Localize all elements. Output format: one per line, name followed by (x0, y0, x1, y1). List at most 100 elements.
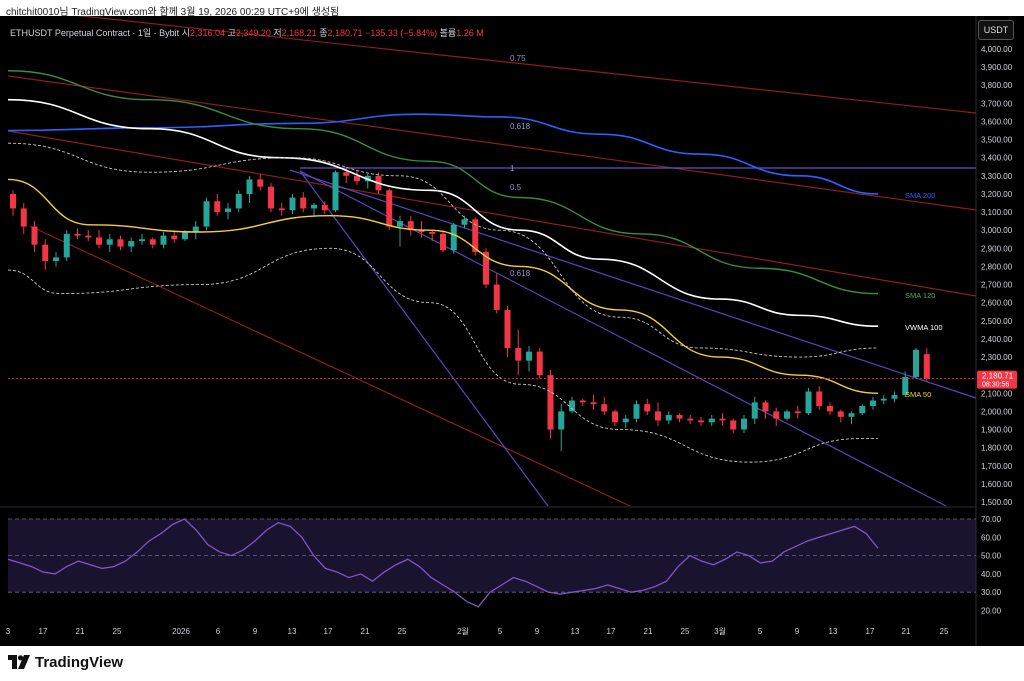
high-label: 고 (227, 28, 236, 38)
chart-svg[interactable]: 4,000.00 3,900.00 3,800.00 3,700.00 3,600.00… (0, 7, 1024, 646)
close-label: 종 (319, 28, 328, 38)
time-tick-label: 21 (76, 627, 85, 636)
price-tick-label: 4,000.00 (981, 45, 1013, 54)
candle-body (429, 232, 436, 234)
candle-body (289, 197, 296, 211)
price-tick-label: 3,000.00 (981, 226, 1013, 235)
candle-body (407, 221, 414, 231)
candle-body (321, 204, 328, 211)
candle-body (590, 402, 597, 405)
fib-line-0-618 (7, 75, 977, 211)
chart-area[interactable]: 4,000.00 3,900.00 3,800.00 3,700.00 3,600.00… (0, 7, 1024, 646)
fib-label: 1 (510, 164, 515, 173)
candle-body (139, 239, 145, 242)
candle-body (579, 400, 586, 403)
candle-body (171, 235, 178, 240)
candle-body (203, 201, 210, 227)
candle-body (773, 411, 780, 419)
price-tick-label: 3,400.00 (981, 154, 1013, 163)
time-tick-label: 17 (607, 627, 616, 636)
candle-body (569, 400, 575, 412)
price-tick-label: 2,600.00 (981, 299, 1013, 308)
candle-body (128, 241, 135, 247)
high-value: 2,349.20 (235, 28, 271, 38)
indicator-label-sma50: SMA 50 (905, 390, 931, 399)
price-tick-label: 2,100.00 (981, 389, 1013, 398)
rsi-tick-label: 20.00 (981, 607, 1002, 616)
channel-steep (299, 170, 549, 507)
open-value: 2,316.04 (189, 28, 226, 38)
time-tick-label: 25 (940, 627, 949, 636)
last-price-countdown: 08:30:56 (982, 382, 1009, 389)
candle-body (601, 404, 608, 412)
price-tick-label: 2,800.00 (981, 262, 1013, 271)
candle-body (891, 395, 898, 399)
time-tick-label: 25 (113, 627, 122, 636)
bb-lower-line (7, 247, 878, 463)
candle-body (472, 219, 479, 252)
rsi-tick-label: 40.00 (981, 570, 1002, 579)
candle-body (665, 415, 672, 421)
time-tick-label: 2월 (457, 626, 469, 636)
candle-body (633, 404, 640, 419)
candle-body (762, 402, 769, 412)
rsi-tick-label: 60.00 (981, 533, 1002, 542)
price-tick-label: 2,900.00 (981, 244, 1013, 253)
symbol-legend[interactable]: ETHUSDT Perpetual Contract · 1일 · Bybit … (10, 26, 484, 39)
fib-label: 0.75 (510, 54, 526, 63)
price-tick-label: 1,900.00 (981, 426, 1013, 435)
low-value: 2,168.21 (281, 28, 317, 38)
candle-body (902, 376, 909, 396)
time-tick-label: 3 (6, 627, 11, 636)
close-value: 2,180.71 (327, 28, 363, 38)
candle-body (870, 400, 876, 406)
candle-body (440, 233, 446, 251)
candle-body (450, 224, 457, 251)
candle-body (784, 411, 790, 419)
candle-body (343, 172, 350, 176)
candle-body (117, 239, 124, 247)
candle-body (483, 251, 489, 285)
time-tick-label: 21 (644, 627, 653, 636)
candle-body (268, 186, 274, 209)
candle-body (547, 375, 554, 430)
candle-body (655, 411, 661, 421)
sma120-line (7, 70, 879, 295)
candle-body (53, 257, 59, 262)
candle-body (160, 235, 167, 245)
time-tick-label: 9 (535, 627, 540, 636)
last-price-value: 2,180.71 (982, 372, 1014, 381)
time-tick-label: 5 (498, 627, 503, 636)
fib-label: 0.618 (510, 122, 531, 131)
tradingview-brand: TradingView (35, 653, 124, 671)
time-tick-label: 21 (902, 627, 911, 636)
candle-body (354, 175, 360, 182)
change-value: −135.33 (−5.84%) (365, 28, 438, 38)
price-tick-label: 2,500.00 (981, 317, 1013, 326)
candle-body (687, 418, 694, 421)
symbol-title[interactable]: ETHUSDT Perpetual Contract · 1일 · Bybit (10, 28, 180, 38)
candle-body (644, 404, 651, 412)
candle-body (708, 418, 715, 423)
candle-body (96, 237, 102, 245)
time-tick-label: 9 (795, 627, 800, 636)
fib-line-0-75 (7, 7, 977, 114)
candle-body (493, 284, 500, 310)
time-tick-label: 9 (253, 627, 258, 636)
fib-label: 0.5 (510, 183, 522, 192)
candle-body (106, 239, 113, 245)
price-tick-label: 3,500.00 (981, 136, 1013, 145)
candle-body (418, 230, 425, 233)
candle-body (278, 208, 285, 211)
rsi-tick-label: 50.00 (981, 552, 1002, 561)
price-tick-label: 2,400.00 (981, 335, 1013, 344)
candle-body (74, 233, 81, 236)
channel-mid (299, 170, 947, 507)
candle-body (719, 418, 726, 421)
currency-button[interactable]: USDT (978, 20, 1014, 40)
fib-line-0-5 (7, 130, 977, 297)
price-tick-label: 3,100.00 (981, 208, 1013, 217)
indicator-label-vwma100: VWMA 100 (905, 323, 943, 332)
time-tick-label: 17 (39, 627, 48, 636)
price-tick-label: 3,600.00 (981, 117, 1013, 126)
